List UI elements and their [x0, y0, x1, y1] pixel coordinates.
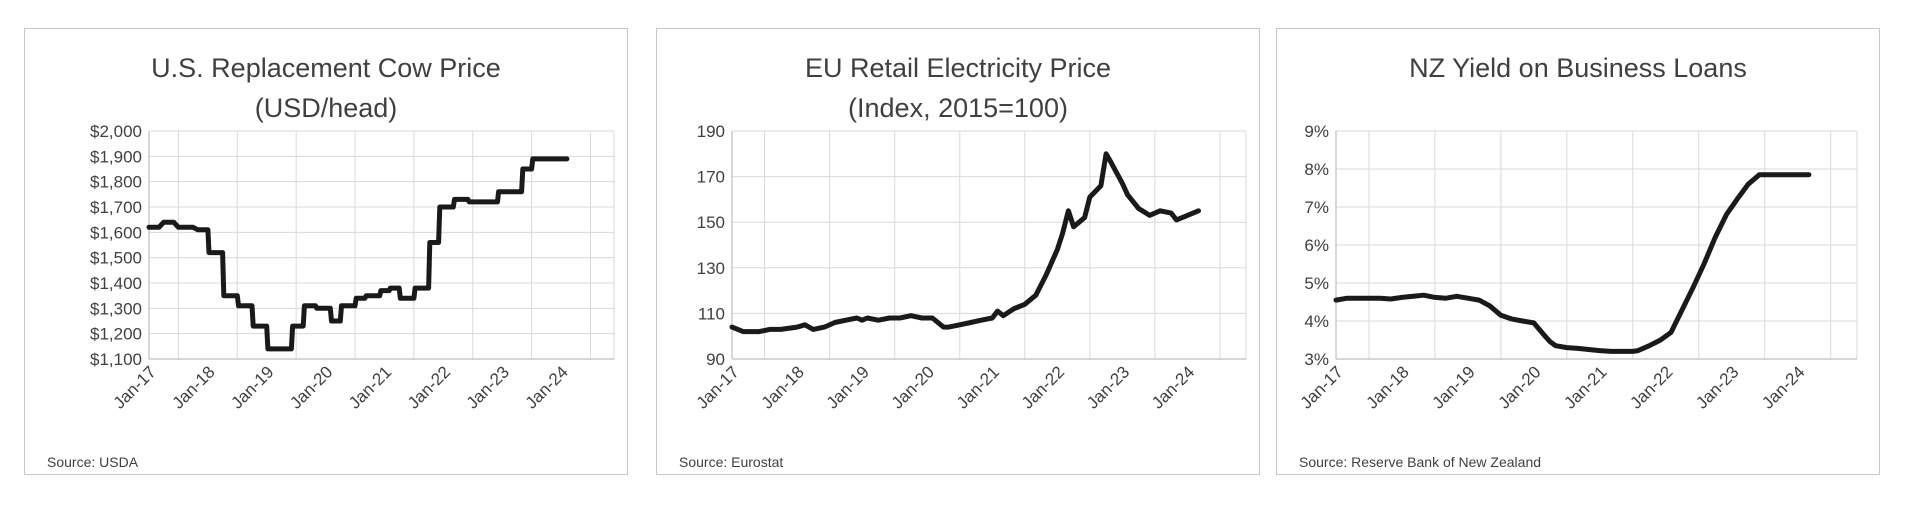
chart-panel-cow-price: $1,100 $1,200 $1,300 $1,400 $1,500 $1,600 $1,7… [24, 28, 628, 475]
x-tick-label: Jan-21 [1560, 362, 1610, 412]
y-tick-label: 150 [697, 213, 725, 232]
x-tick-label: Jan-22 [1626, 362, 1676, 412]
x-tick-label: Jan-23 [1692, 362, 1742, 412]
y-tick-label: 7% [1304, 198, 1329, 217]
x-tick-label: Jan-24 [1758, 362, 1808, 412]
y-tick-label: 170 [697, 168, 725, 187]
x-tick-label: Jan-24 [1148, 362, 1198, 412]
x-tick-label: Jan-22 [404, 362, 454, 412]
y-tick-label: $1,300 [90, 299, 142, 318]
x-tick-label: Jan-19 [1429, 362, 1479, 412]
x-tick-label: Jan-23 [1083, 362, 1133, 412]
y-tick-label: 110 [698, 304, 725, 323]
y-tick-label: $1,800 [90, 173, 142, 192]
x-tick-label: Jan-17 [110, 362, 160, 412]
y-tick-label: $1,400 [90, 274, 142, 293]
x-tick-label: Jan-18 [758, 362, 808, 412]
y-tick-label: 90 [706, 350, 725, 369]
x-tick-label: Jan-22 [1018, 362, 1068, 412]
y-tick-label: 130 [697, 259, 725, 278]
x-tick-label: Jan-17 [1297, 362, 1347, 412]
x-tick-label: Jan-24 [522, 362, 572, 412]
chart-title: NZ Yield on Business Loans [1409, 53, 1747, 83]
x-tick-label: Jan-23 [463, 362, 513, 412]
y-tick-label: 8% [1304, 160, 1329, 179]
x-tick-label: Jan-19 [823, 362, 873, 412]
y-tick-label: 4% [1304, 312, 1329, 331]
chart-source: Source: USDA [47, 454, 139, 470]
y-tick-label: 6% [1304, 236, 1329, 255]
y-tick-label: $2,000 [90, 122, 142, 141]
series-line [729, 151, 1201, 335]
chart-source: Source: Reserve Bank of New Zealand [1299, 454, 1542, 470]
x-tick-label: Jan-20 [888, 362, 938, 412]
x-tick-label: Jan-20 [1494, 362, 1544, 412]
x-tick-label: Jan-18 [1363, 362, 1413, 412]
x-tick-label: Jan-19 [227, 362, 277, 412]
chart-panel-nz-yield: 3% 4% 5% 6% 7% 8% 9% Jan-17 Jan-18 Jan-19 Jan-20 Ja… [1276, 28, 1880, 475]
series-line [146, 156, 570, 352]
y-tick-label: $1,600 [90, 223, 142, 242]
chart-title: U.S. Replacement Cow Price [151, 53, 501, 83]
chart-subtitle: (USD/head) [254, 93, 398, 123]
y-tick-label: 9% [1304, 122, 1329, 141]
y-tick-label: 190 [697, 122, 725, 141]
chart-panel-eu-electricity: 90 110 130 150 170 190 Jan-17 Jan-18 Jan-19 Jan-2… [656, 28, 1260, 475]
cow-price-chart: $1,100 $1,200 $1,300 $1,400 $1,500 $1,600 $1,7… [90, 122, 615, 413]
x-tick-label: Jan-20 [286, 362, 336, 412]
x-tick-label: Jan-21 [953, 362, 1003, 412]
nz-yield-chart: 3% 4% 5% 6% 7% 8% 9% Jan-17 Jan-18 Jan-19 Jan-20 Ja… [1297, 122, 1858, 413]
y-tick-label: $1,200 [90, 325, 142, 344]
y-tick-label: 3% [1304, 350, 1329, 369]
chart-subtitle: (Index, 2015=100) [848, 93, 1068, 123]
y-tick-label: $1,700 [90, 198, 142, 217]
x-tick-label: Jan-17 [693, 362, 743, 412]
eu-electricity-chart: 90 110 130 150 170 190 Jan-17 Jan-18 Jan-19 Jan-2… [693, 122, 1247, 413]
x-tick-label: Jan-18 [168, 362, 218, 412]
y-tick-label: $1,100 [90, 350, 142, 369]
y-tick-label: $1,500 [90, 249, 142, 268]
chart-source: Source: Eurostat [679, 454, 784, 470]
chart-title: EU Retail Electricity Price [804, 53, 1112, 83]
series-line [1333, 172, 1812, 354]
y-tick-label: 5% [1304, 274, 1329, 293]
y-tick-label: $1,900 [90, 147, 142, 166]
x-tick-label: Jan-21 [345, 362, 395, 412]
